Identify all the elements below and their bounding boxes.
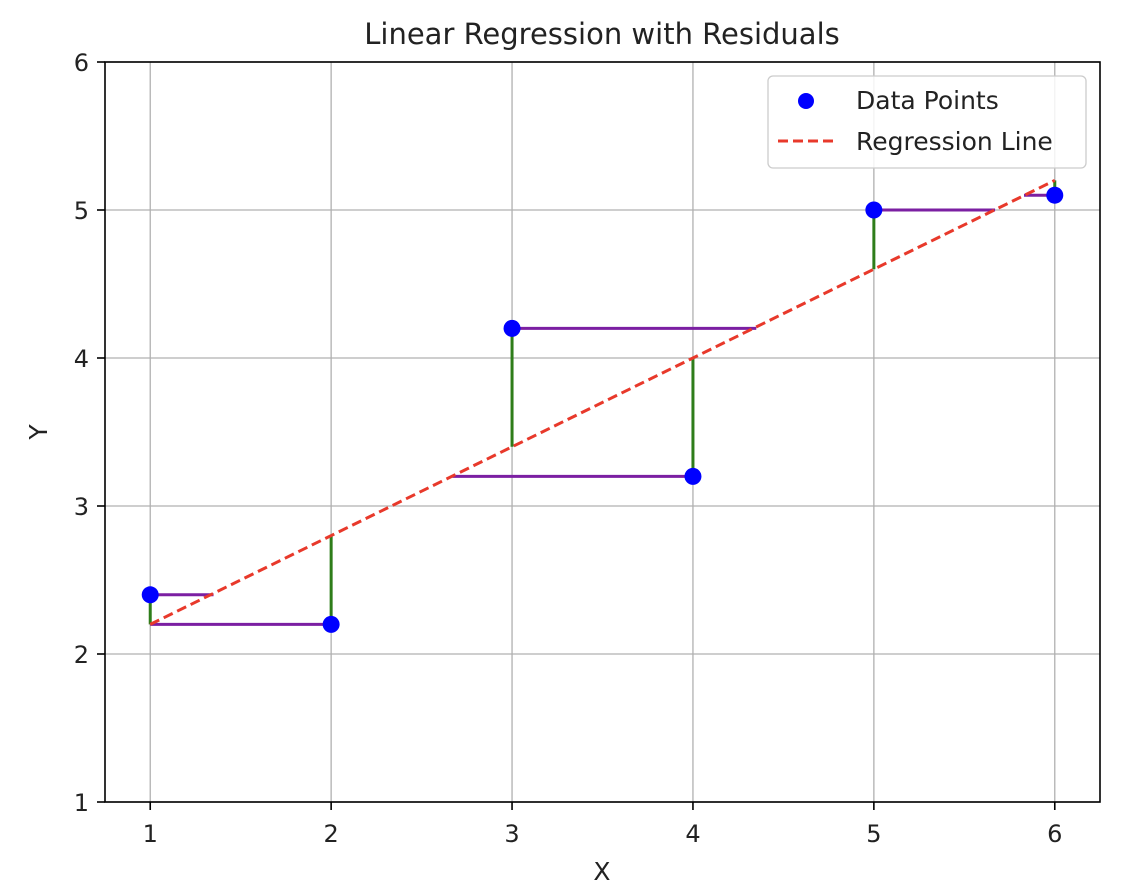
legend-marker-data-points — [798, 93, 814, 109]
data-point — [141, 586, 159, 604]
legend: Data Points Regression Line — [767, 75, 1087, 169]
regression-line-layer — [149, 179, 1056, 626]
x-tick-label: 3 — [504, 820, 519, 848]
data-point — [865, 201, 883, 219]
legend-box — [767, 75, 1087, 169]
legend-label-regression-line: Regression Line — [856, 127, 1053, 156]
y-tick-label: 3 — [74, 493, 89, 521]
y-axis-ticks: 1 2 3 4 5 6 — [74, 49, 105, 817]
y-tick-label: 5 — [74, 197, 89, 225]
legend-label-data-points: Data Points — [856, 86, 999, 115]
y-tick-label: 1 — [74, 789, 89, 817]
plot-frame — [104, 61, 1101, 803]
grid — [105, 61, 1100, 803]
data-point — [322, 615, 340, 633]
x-tick-label: 6 — [1047, 820, 1062, 848]
y-tick-label: 4 — [74, 345, 89, 373]
data-point — [503, 319, 521, 337]
y-tick-label: 6 — [74, 49, 89, 77]
x-tick-label: 4 — [685, 820, 700, 848]
y-axis-label: Y — [24, 424, 53, 441]
x-axis-label: X — [593, 857, 610, 886]
y-tick-label: 2 — [74, 641, 89, 669]
x-tick-label: 5 — [866, 820, 881, 848]
data-point — [684, 467, 702, 485]
data-points — [141, 186, 1064, 633]
chart-title: Linear Regression with Residuals — [364, 17, 840, 51]
data-point — [1046, 186, 1064, 204]
x-axis-ticks: 1 2 3 4 5 6 — [143, 802, 1062, 848]
horizontal-residuals — [150, 193, 1055, 626]
x-tick-label: 1 — [143, 820, 158, 848]
x-tick-label: 2 — [323, 820, 338, 848]
regression-line — [149, 179, 1056, 626]
